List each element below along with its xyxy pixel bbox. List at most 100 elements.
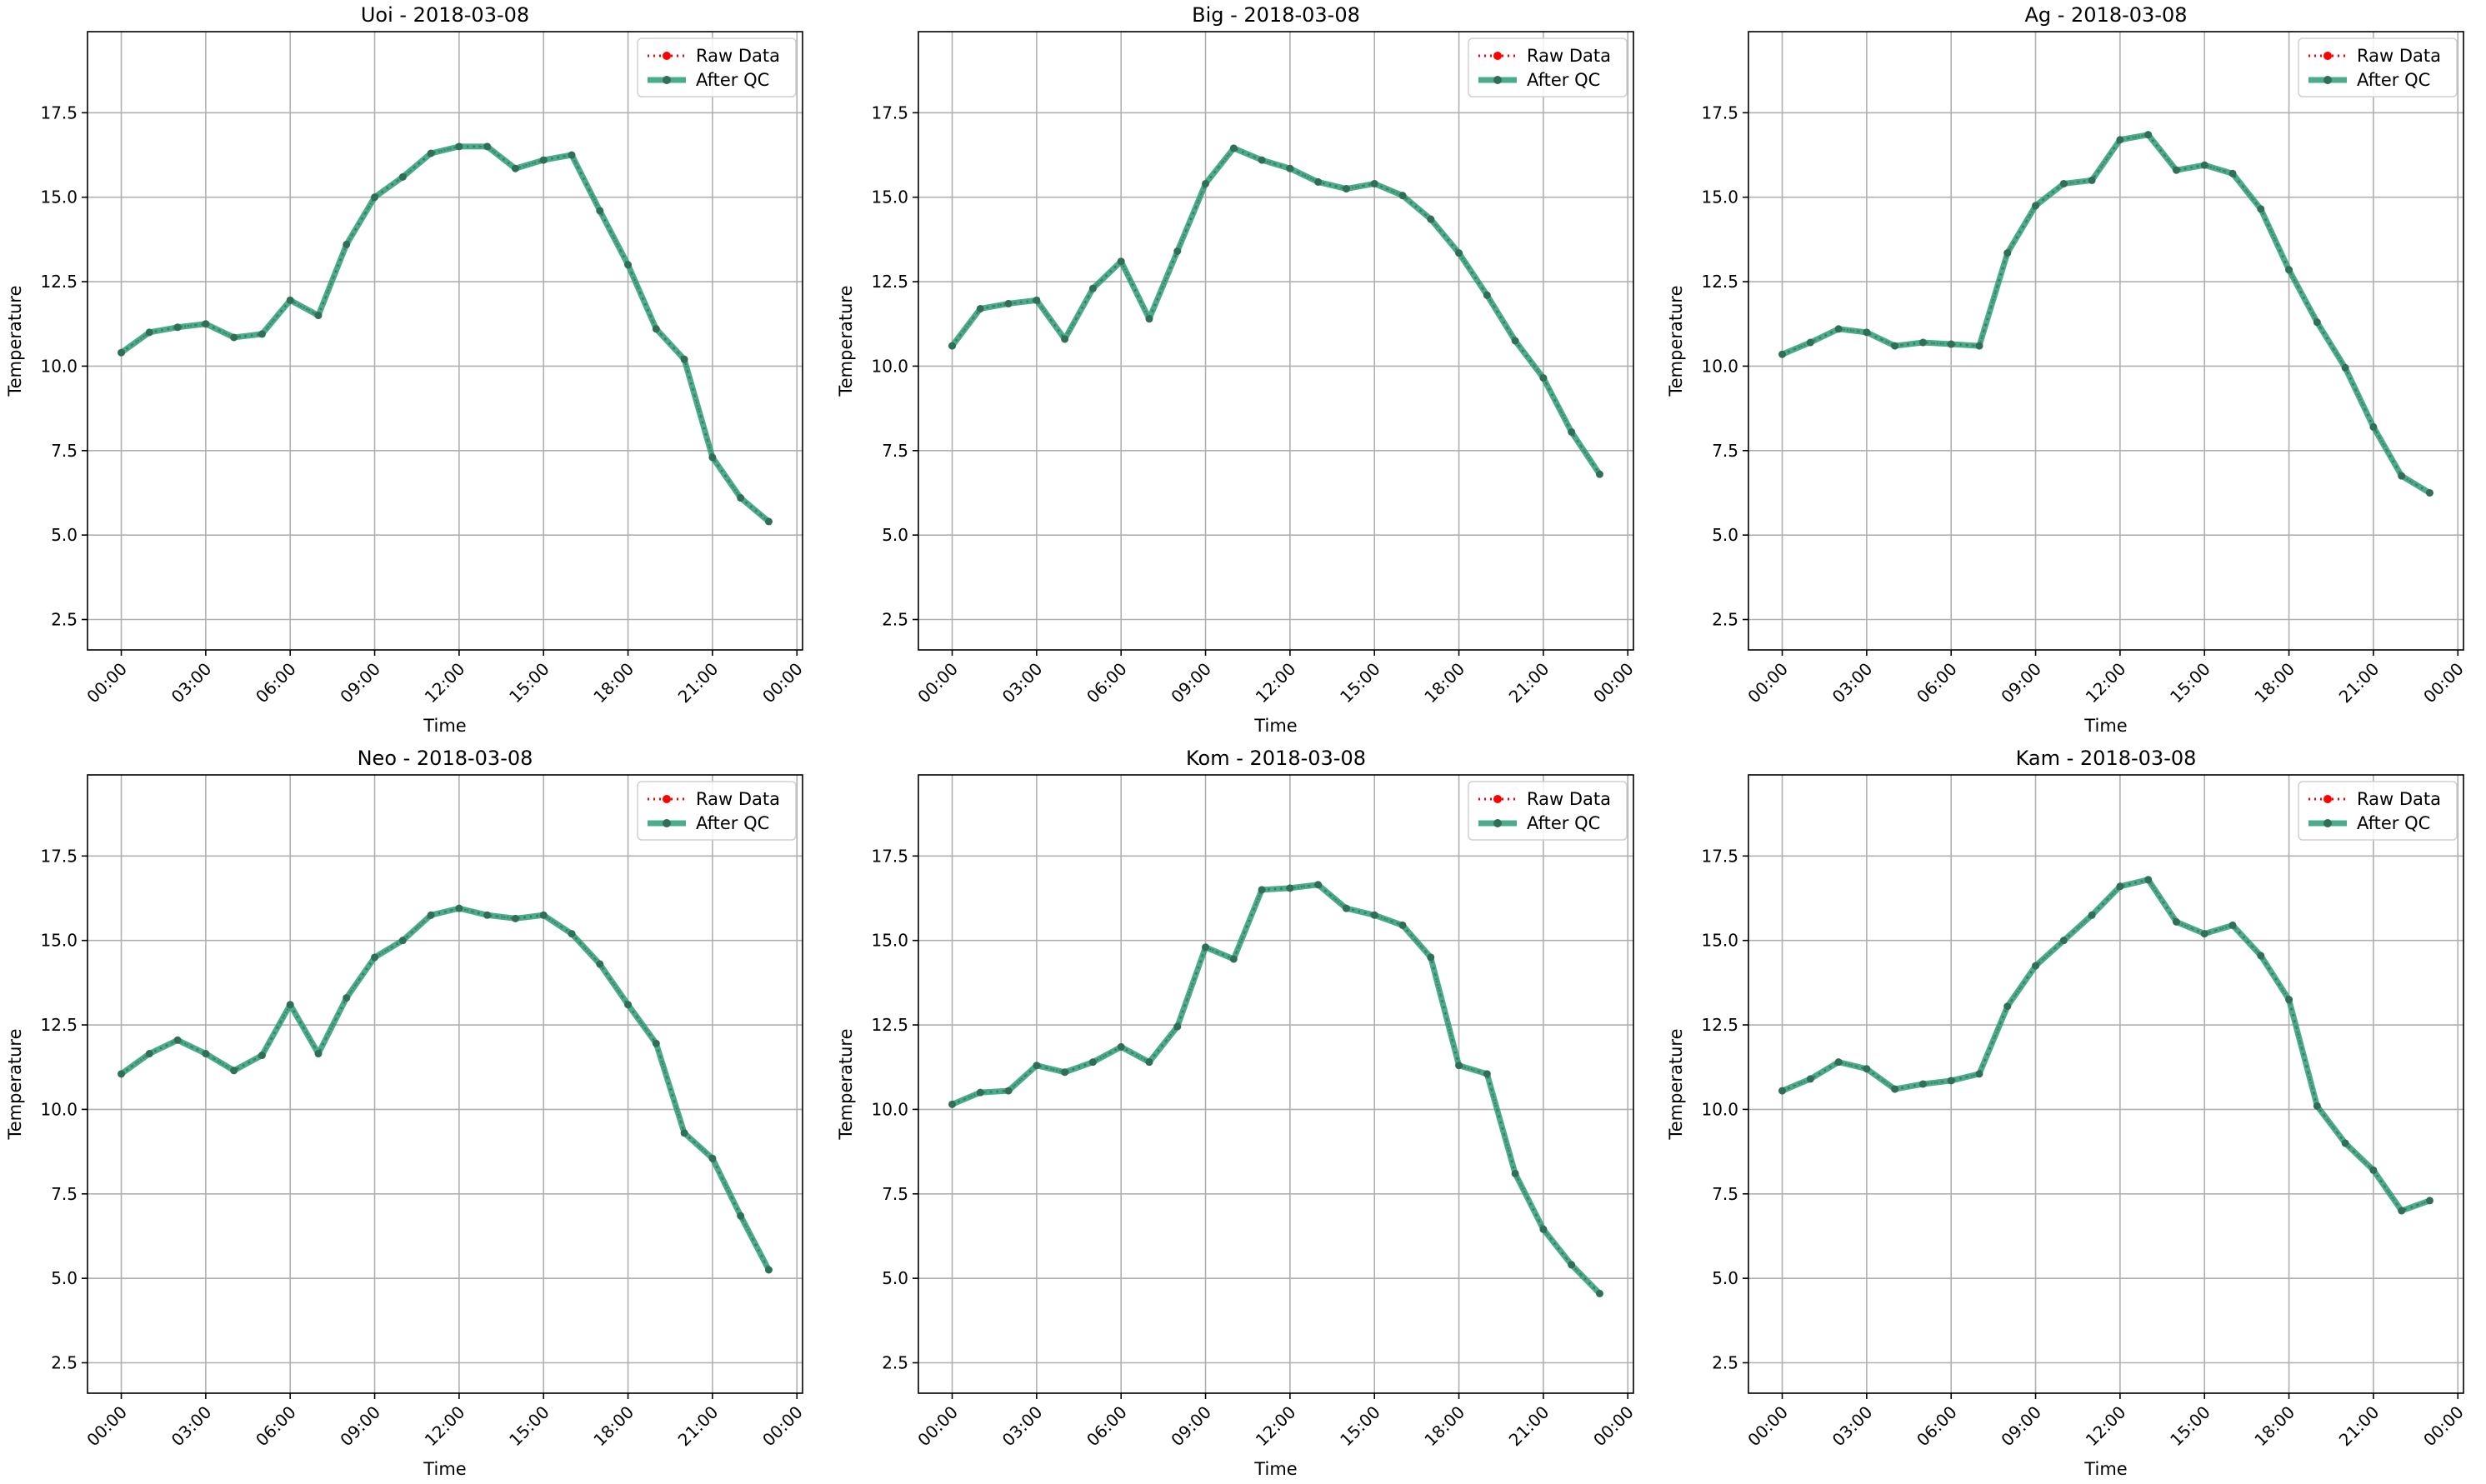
data-point-qc <box>2144 876 2153 884</box>
legend-label-qc: After QC <box>696 70 769 90</box>
x-tick-label: 00:00 <box>1743 1402 1792 1451</box>
y-tick-label: 10.0 <box>40 1099 78 1119</box>
data-point-qc <box>680 1129 688 1137</box>
data-point-qc <box>118 348 126 357</box>
y-tick-label: 2.5 <box>1712 1353 1738 1373</box>
x-tick-label: 12:00 <box>2082 659 2130 707</box>
y-tick-label: 2.5 <box>1712 610 1738 630</box>
data-point-qc <box>1033 296 1041 304</box>
legend-label-qc: After QC <box>2357 813 2430 833</box>
data-point-qc <box>2200 930 2208 938</box>
axes-frame <box>1748 774 2464 1394</box>
x-tick-label: 18:00 <box>589 1402 638 1451</box>
data-point-qc <box>286 1001 294 1009</box>
x-tick-label: 18:00 <box>1420 659 1468 707</box>
data-point-qc <box>737 1212 745 1220</box>
x-tick-label: 21:00 <box>2335 1402 2383 1451</box>
series-line-qc-overlay <box>120 145 770 522</box>
data-point-qc <box>173 1036 182 1044</box>
axes-frame <box>918 31 1634 651</box>
data-point-qc <box>1342 904 1350 912</box>
legend-marker-qc <box>1493 819 1502 827</box>
data-point-qc <box>1568 1261 1576 1269</box>
data-point-qc <box>1568 427 1576 436</box>
data-point-qc <box>1834 325 1843 333</box>
series-line-qc <box>119 905 772 1272</box>
data-point-qc <box>455 904 463 912</box>
data-point-qc <box>2116 882 2124 891</box>
data-point-qc <box>1947 1077 1955 1085</box>
legend: Raw Data After QC <box>637 37 797 97</box>
data-point-qc <box>398 172 407 181</box>
series-after-qc <box>948 881 1603 1297</box>
data-point-qc <box>2032 962 2040 970</box>
data-point-qc <box>173 323 182 332</box>
legend-marker-raw <box>2323 52 2332 60</box>
data-point-qc <box>1778 1087 1787 1095</box>
x-tick-label: 15:00 <box>2166 659 2214 707</box>
x-tick-label: 09:00 <box>336 659 384 707</box>
data-point-qc <box>145 328 153 337</box>
x-tick-label: 03:00 <box>168 1402 216 1451</box>
data-point-qc <box>2341 363 2349 372</box>
data-point-qc <box>737 494 745 502</box>
y-tick-label: 15.0 <box>40 931 78 951</box>
legend-label-raw: Raw Data <box>1527 789 1611 809</box>
x-tick-label: 09:00 <box>1167 1402 1215 1451</box>
y-tick-label: 17.5 <box>1701 846 1738 866</box>
legend-label-qc: After QC <box>1527 813 1600 833</box>
data-point-qc <box>1455 1062 1463 1070</box>
y-tick-label: 7.5 <box>1712 441 1738 461</box>
y-axis-label: Temperature <box>5 1028 25 1140</box>
data-point-qc <box>202 1050 210 1058</box>
x-tick-label: 21:00 <box>674 1402 723 1451</box>
x-tick-label: 03:00 <box>168 659 216 707</box>
grid <box>88 32 803 650</box>
x-axis-label: Time <box>2083 1459 2127 1479</box>
x-tick-label: 12:00 <box>421 1402 469 1451</box>
data-point-qc <box>680 355 688 363</box>
legend-marker-raw <box>663 795 671 803</box>
grid <box>88 775 803 1393</box>
data-point-qc <box>1061 1068 1069 1077</box>
data-point-qc <box>1229 144 1238 152</box>
data-point-qc <box>2228 169 2237 177</box>
data-point-qc <box>948 1100 957 1108</box>
data-point-qc <box>314 1050 323 1058</box>
data-point-qc <box>1258 886 1266 894</box>
axes-frame <box>87 31 803 651</box>
series-line-raw <box>120 145 770 523</box>
y-tick-label: 2.5 <box>882 610 908 630</box>
data-point-qc <box>1975 1070 1983 1078</box>
chart-panel-1: 00:00 03:00 06:00 09:00 12:00 15:00 18:00 21:00… <box>5 3 807 736</box>
data-point-qc <box>2398 1207 2406 1215</box>
data-point-qc <box>1145 1058 1153 1067</box>
x-tick-label: 09:00 <box>336 1402 384 1451</box>
y-tick-label: 2.5 <box>882 1353 908 1373</box>
grid <box>918 32 1633 650</box>
x-axis-label: Time <box>1253 1459 1297 1479</box>
y-tick-label: 10.0 <box>871 356 908 376</box>
x-tick-label: 06:00 <box>1083 659 1131 707</box>
data-point-qc <box>1202 943 1210 952</box>
legend-label-raw: Raw Data <box>696 789 780 809</box>
chart-title: Kom - 2018-03-08 <box>1186 747 1366 770</box>
y-tick-label: 10.0 <box>871 1099 908 1119</box>
data-point-qc <box>1891 342 1899 350</box>
y-tick-label: 7.5 <box>882 441 908 461</box>
data-point-qc <box>2341 1139 2349 1147</box>
data-point-qc <box>652 1039 660 1047</box>
series-after-qc <box>1778 131 2433 497</box>
data-point-qc <box>1061 335 1069 343</box>
legend: Raw Data After QC <box>1468 781 1628 841</box>
series-line-qc <box>949 145 1603 477</box>
data-point-qc <box>1918 338 1927 347</box>
y-tick-label: 5.0 <box>882 525 908 545</box>
data-point-qc <box>1314 177 1323 186</box>
series-raw-data <box>1778 131 2433 497</box>
y-tick-label: 12.5 <box>1701 272 1738 292</box>
x-tick-label: 12:00 <box>421 659 469 707</box>
data-point-qc <box>1511 337 1519 345</box>
data-point-qc <box>1511 1169 1519 1177</box>
x-tick-label: 06:00 <box>252 1402 300 1451</box>
